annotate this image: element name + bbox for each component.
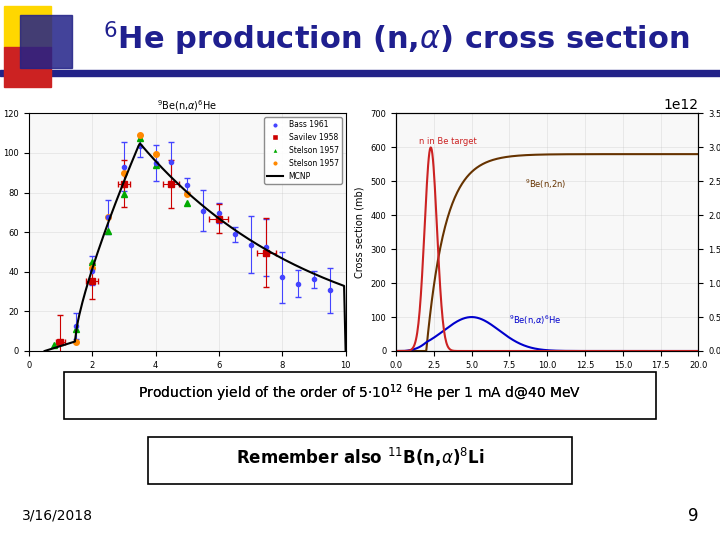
Stelson 1957	[88, 265, 96, 271]
Line: Stelson 1957: Stelson 1957	[51, 135, 190, 348]
Stelson 1957	[72, 326, 81, 333]
Bar	[4, 6, 51, 46]
Legend: Bass 1961, Savilev 1958, Stelson 1957, Stelson 1957, MCNP: Bass 1961, Savilev 1958, Stelson 1957, S…	[264, 117, 342, 184]
Line: $^{9}$Be(n,$\alpha$)$^{6}$He: $^{9}$Be(n,$\alpha$)$^{6}$He	[396, 317, 698, 351]
Stelson 1957	[104, 228, 112, 234]
X-axis label: neutron energy (MeV): neutron energy (MeV)	[134, 375, 240, 385]
Stelson 1957	[120, 191, 128, 198]
n in Be target	[538, 348, 546, 354]
Line: $^{9}$Be(n,2n): $^{9}$Be(n,2n)	[396, 154, 698, 351]
Line: MCNP: MCNP	[45, 144, 346, 351]
n in Be target	[694, 348, 703, 354]
n in Be target	[392, 348, 400, 354]
MCNP	[96, 241, 105, 247]
FancyBboxPatch shape	[148, 437, 572, 484]
n in Be target	[572, 348, 581, 354]
Text: 3/16/2018: 3/16/2018	[22, 509, 93, 523]
MCNP	[135, 140, 144, 147]
MCNP	[58, 342, 67, 348]
$^{9}$Be(n,2n)	[572, 151, 580, 158]
Text: 9: 9	[688, 507, 698, 525]
Stelson 1957	[72, 339, 81, 345]
Text: Remember also $^{11}$B(n,$\alpha$)$^{8}$Li: Remember also $^{11}$B(n,$\alpha$)$^{8}$…	[235, 447, 485, 469]
FancyBboxPatch shape	[63, 372, 657, 419]
Stelson 1957	[183, 200, 192, 206]
Stelson 1957	[120, 170, 128, 176]
Stelson 1957	[135, 132, 144, 138]
MCNP	[120, 176, 129, 183]
$^{9}$Be(n,$\alpha$)$^{6}$He	[572, 348, 581, 354]
$^{9}$Be(n,$\alpha$)$^{6}$He	[538, 347, 546, 353]
MCNP	[53, 344, 61, 350]
$^{9}$Be(n,2n)	[687, 151, 696, 157]
$^{9}$Be(n,$\alpha$)$^{6}$He	[640, 348, 649, 354]
MCNP	[40, 348, 49, 354]
$^{9}$Be(n,$\alpha$)$^{6}$He	[467, 314, 476, 320]
$^{9}$Be(n,2n)	[555, 151, 564, 158]
Stelson 1957	[135, 134, 144, 141]
Line: Stelson 1957: Stelson 1957	[58, 132, 190, 357]
MCNP	[328, 278, 336, 285]
Stelson 1957	[88, 259, 96, 266]
Stelson 1957	[56, 352, 65, 358]
n in Be target	[556, 348, 564, 354]
Stelson 1957	[183, 191, 192, 198]
$^{9}$Be(n,2n)	[392, 348, 400, 354]
$^{9}$Be(n,2n)	[537, 151, 546, 158]
Bar	[4, 46, 51, 87]
Stelson 1957	[50, 342, 58, 348]
n in Be target	[688, 348, 696, 354]
MCNP	[341, 348, 350, 354]
$^{9}$Be(n,$\alpha$)$^{6}$He	[392, 348, 400, 354]
Bar	[20, 15, 72, 68]
$^{9}$Be(n,$\alpha$)$^{6}$He	[694, 348, 703, 354]
Text: $^{6}$He production (n,$\alpha$) cross section: $^{6}$He production (n,$\alpha$) cross s…	[103, 19, 689, 58]
n in Be target	[426, 144, 435, 151]
Stelson 1957	[151, 162, 160, 168]
$^{9}$Be(n,$\alpha$)$^{6}$He	[536, 346, 544, 353]
Text: $^{9}$Be(n,$\alpha$)$^{6}$He: $^{9}$Be(n,$\alpha$)$^{6}$He	[510, 313, 562, 327]
$^{9}$Be(n,2n)	[694, 151, 703, 157]
MCNP	[317, 274, 325, 280]
Y-axis label: Cross section (mb): Cross section (mb)	[355, 186, 365, 278]
$^{9}$Be(n,2n)	[535, 151, 544, 158]
$^{9}$Be(n,$\alpha$)$^{6}$He	[688, 348, 696, 354]
Title: $^{9}$Be(n,$\alpha$)$^{6}$He: $^{9}$Be(n,$\alpha$)$^{6}$He	[157, 99, 217, 113]
Text: Production yield of the order of 5·10$^{12}$ $^{6}$He per 1 mA d@40 MeV: Production yield of the order of 5·10$^{…	[138, 382, 582, 404]
Stelson 1957	[104, 214, 112, 221]
n in Be target	[640, 348, 649, 354]
$^{9}$Be(n,2n)	[639, 151, 648, 157]
Text: n in Be target: n in Be target	[419, 137, 477, 146]
n in Be target	[536, 348, 544, 354]
Text: $^{9}$Be(n,2n): $^{9}$Be(n,2n)	[525, 178, 566, 191]
$^{9}$Be(n,$\alpha$)$^{6}$He	[556, 348, 564, 354]
X-axis label: n energy (MeV): n energy (MeV)	[510, 375, 585, 385]
Bar	[0, 70, 720, 76]
Stelson 1957	[151, 150, 160, 157]
Text: Production yield of the order of 5·10$^{12}$ $^{6}$He per 1 mA d@40 MeV: Production yield of the order of 5·10$^{…	[138, 382, 582, 404]
Line: n in Be target: n in Be target	[396, 147, 698, 351]
